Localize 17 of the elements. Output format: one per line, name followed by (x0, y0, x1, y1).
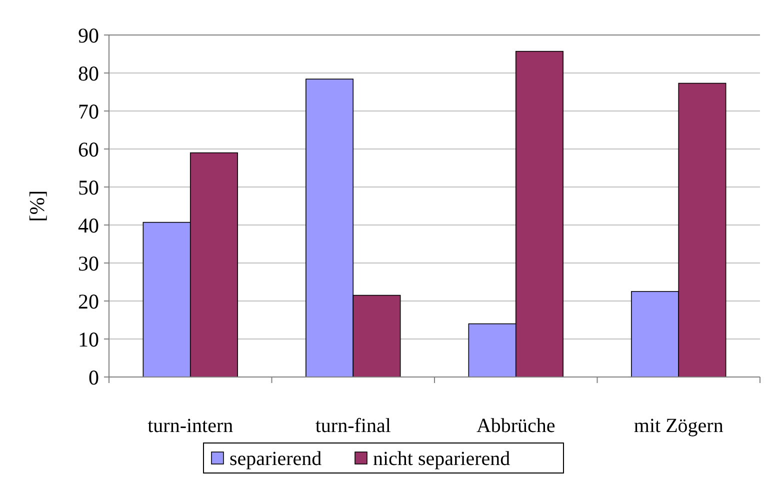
x-tick-label: turn-intern (148, 415, 234, 437)
y-tick-label: 60 (78, 137, 99, 162)
x-tick-label: Abbrüche (476, 415, 556, 437)
y-tick-label: 10 (78, 327, 99, 352)
y-tick-label: 50 (78, 175, 99, 200)
y-tick-label: 30 (78, 251, 99, 276)
y-tick-label: 90 (78, 23, 99, 48)
legend-label: separierend (230, 448, 322, 470)
legend-label: nicht separierend (373, 448, 510, 470)
y-tick-label: 0 (88, 365, 99, 390)
y-tick-label: 80 (78, 61, 99, 86)
x-tick-label: turn-final (315, 415, 392, 437)
y-tick-label: 20 (78, 289, 99, 314)
y-tick-label: 40 (78, 213, 99, 238)
y-tick-label: 70 (78, 99, 99, 124)
y-axis-title: [%] (25, 190, 49, 222)
x-tick-label: mit Zögern (634, 415, 724, 437)
